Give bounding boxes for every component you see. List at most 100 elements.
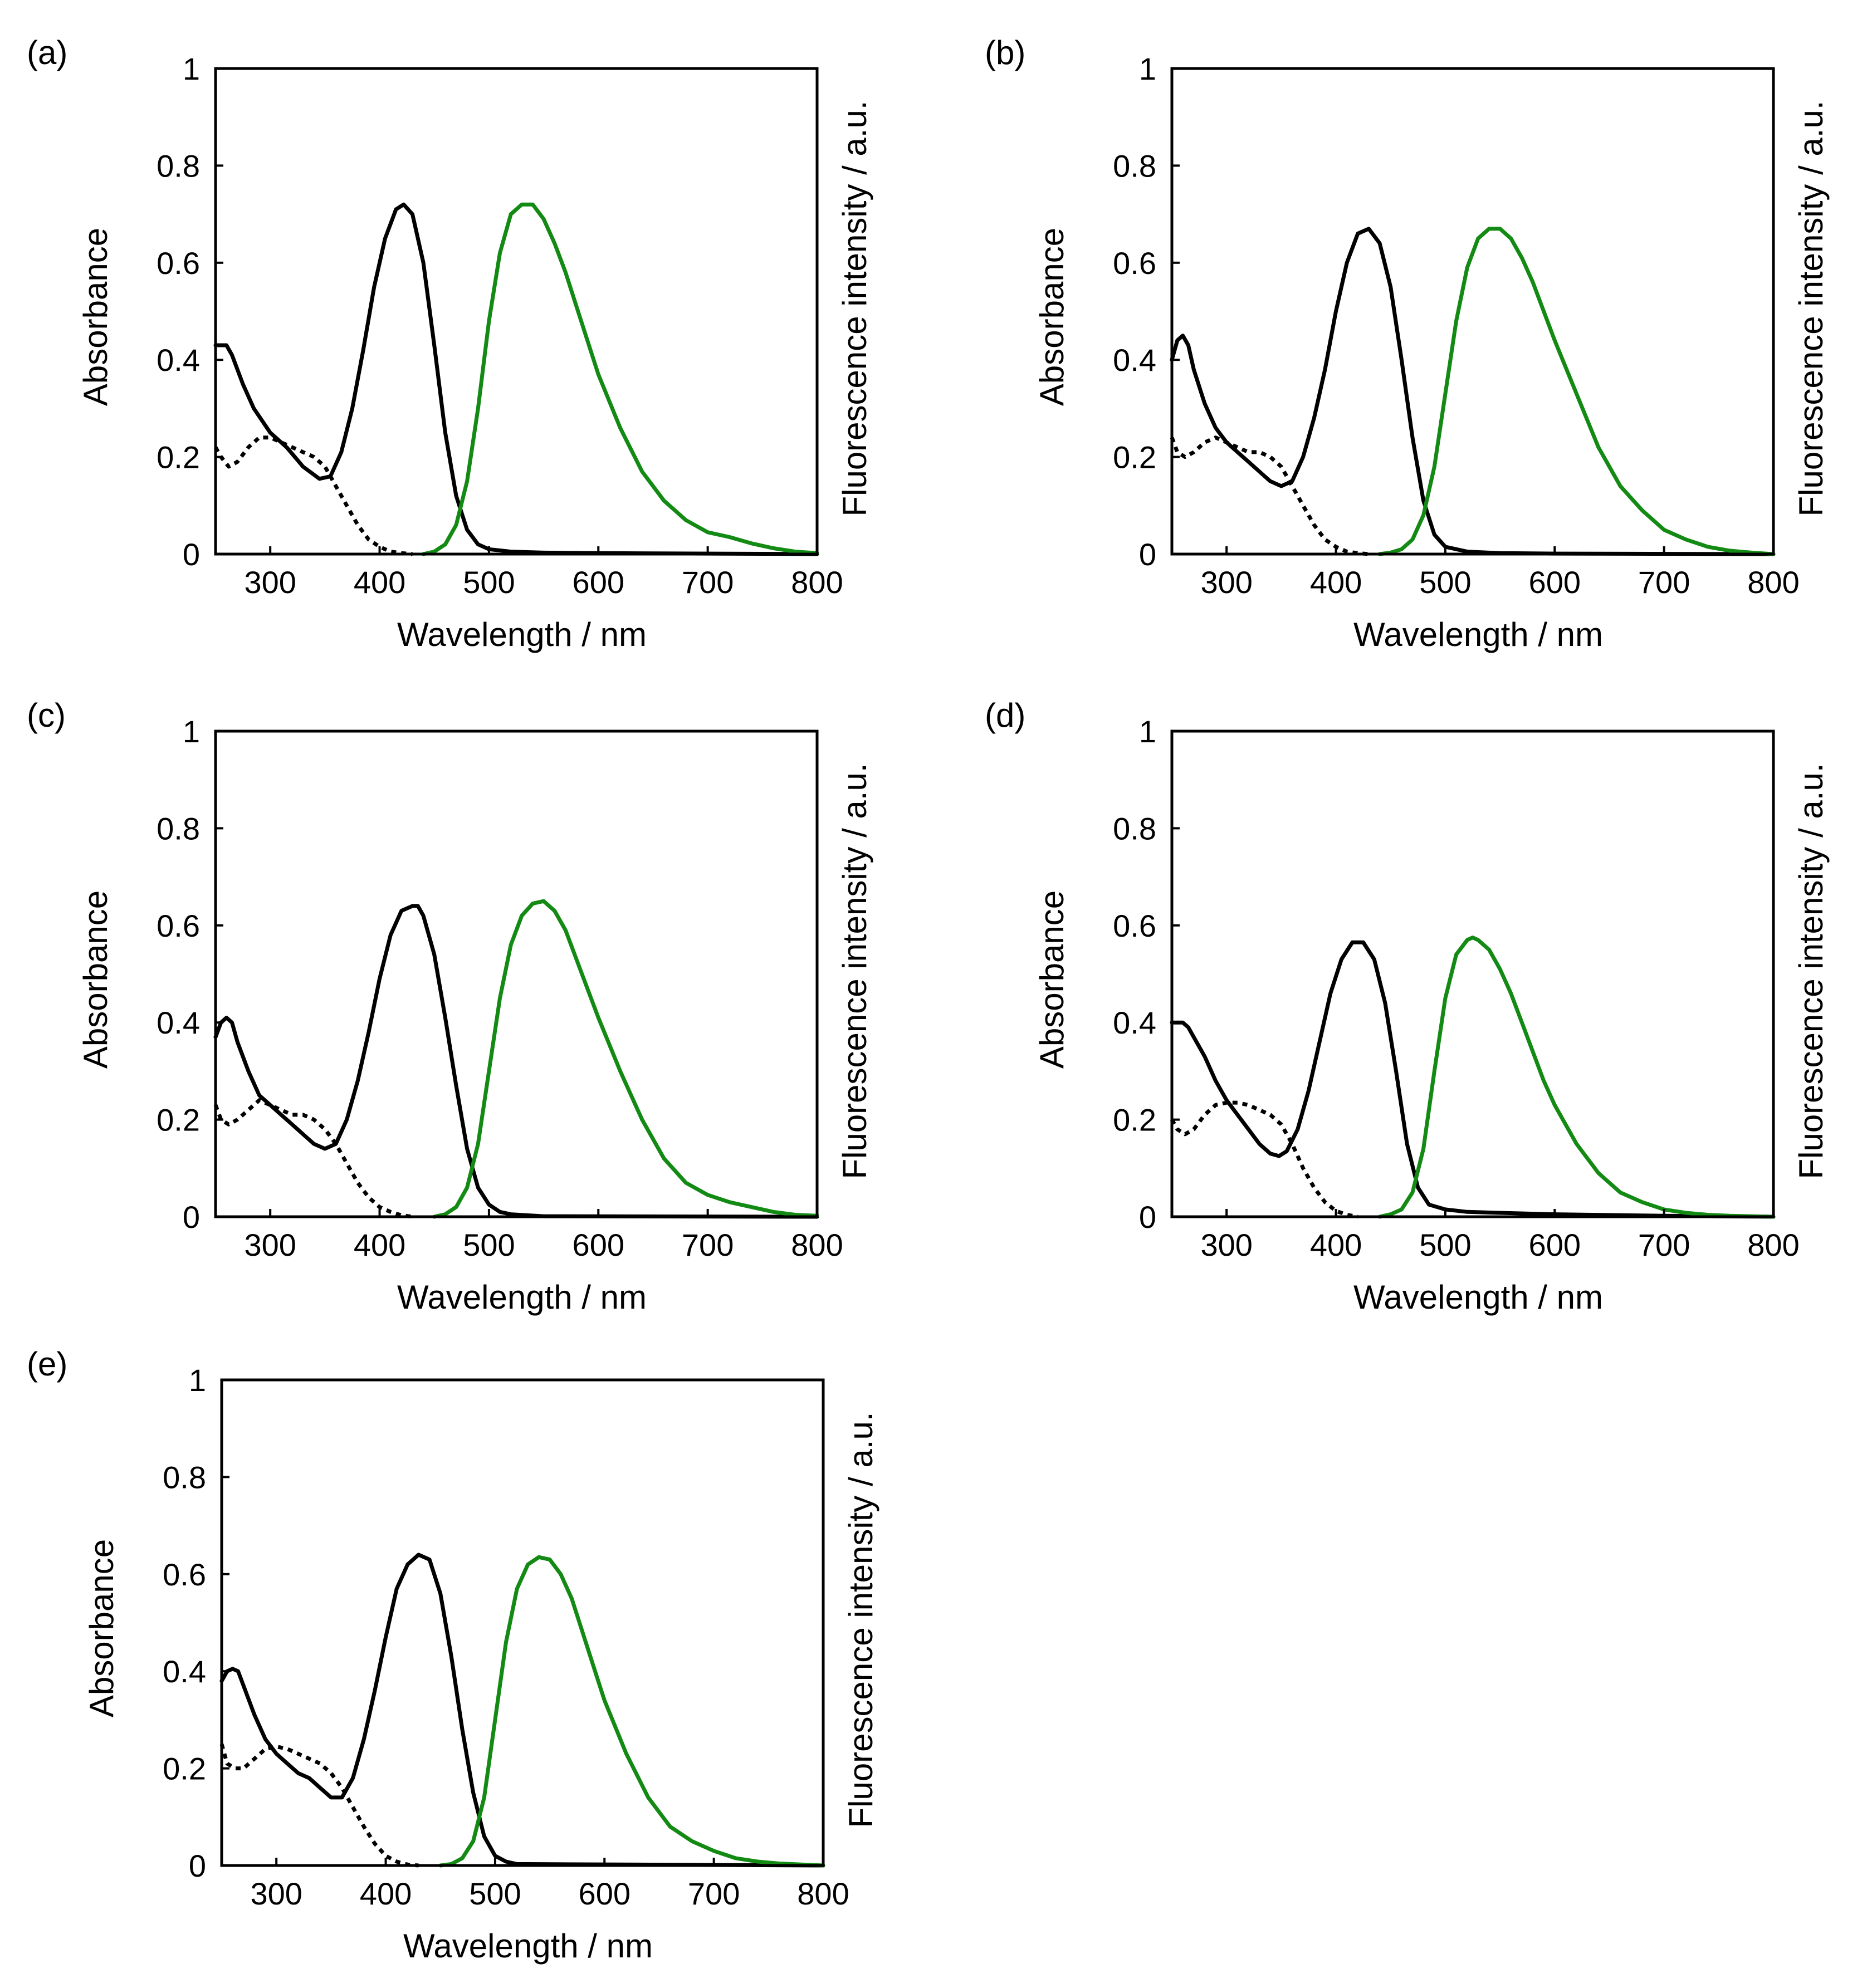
panel-label: (a)	[27, 34, 67, 71]
y-tick-label: 0	[1139, 1199, 1156, 1235]
x-tick-label: 500	[469, 1876, 521, 1911]
x-tick-label: 300	[244, 565, 296, 600]
chart-panel: (a) 0 0.2 0.4 0.6 0.8 1 300 400 500 600 700 800 Wavel…	[27, 34, 873, 653]
y-tick-label: 1	[183, 714, 200, 749]
x-tick-label: 800	[797, 1876, 849, 1911]
fluorescence-curve	[432, 899, 819, 1219]
y-tick-label: 0.4	[157, 342, 200, 378]
x-tick-label: 500	[1419, 565, 1471, 600]
y-tick-label: 0	[183, 537, 200, 572]
x-tick-label: 800	[791, 1227, 843, 1262]
y-tick-label: 0.6	[1113, 908, 1156, 943]
x-axis-title: Wavelength / nm	[403, 1927, 653, 1965]
y-tick-label: 0.4	[163, 1654, 206, 1689]
y-tick-label: 0.2	[157, 1103, 200, 1138]
x-tick-label: 600	[573, 1227, 624, 1262]
x-tick-label: 400	[354, 1227, 405, 1262]
y-tick-label: 0	[189, 1848, 206, 1883]
x-tick-label: 600	[1529, 565, 1581, 600]
x-tick-label: 500	[463, 565, 515, 600]
x-tick-label: 500	[463, 1227, 515, 1262]
y-axis-title: Absorbance	[77, 890, 114, 1069]
plot-frame	[220, 1378, 825, 1867]
y-tick-label: 0.8	[163, 1460, 206, 1495]
x-tick-label: 700	[1638, 1227, 1690, 1262]
y-tick-label: 0.6	[157, 246, 200, 281]
fluorescence-curve	[1377, 227, 1776, 556]
plot-frame	[1170, 67, 1775, 556]
y-tick-label: 0.6	[163, 1557, 206, 1592]
chart-panel: (c) 0 0.2 0.4 0.6 0.8 1 300 400 500 600 700 800 Wavel…	[27, 697, 873, 1316]
absorbance-curve	[1170, 227, 1776, 556]
right-axis-title: Fluorescence intensity / a.u.	[836, 763, 873, 1179]
excitation-curve	[213, 1098, 413, 1219]
y-tick-label: 0.4	[157, 1005, 200, 1040]
fluorescence-curve	[438, 1555, 825, 1868]
x-tick-label: 500	[1419, 1227, 1471, 1262]
panel-label: (c)	[27, 697, 66, 734]
y-tick-label: 0.6	[1113, 246, 1156, 281]
right-axis-title: Fluorescence intensity / a.u.	[1792, 763, 1830, 1179]
x-tick-label: 300	[250, 1876, 302, 1911]
excitation-curve	[219, 1744, 419, 1868]
plot-frame	[1170, 729, 1775, 1218]
y-tick-label: 1	[183, 51, 200, 86]
x-tick-label: 300	[244, 1227, 296, 1262]
x-tick-label: 400	[354, 565, 405, 600]
absorbance-curve	[213, 202, 819, 556]
y-axis-title: Absorbance	[1033, 890, 1071, 1069]
absorbance-curve	[1170, 940, 1776, 1219]
chart-panel: (e) 0 0.2 0.4 0.6 0.8 1 300 400 500 600 700 800 Wavel…	[27, 1345, 879, 1965]
x-tick-label: 700	[1638, 565, 1690, 600]
right-axis-title: Fluorescence intensity / a.u.	[1792, 100, 1830, 516]
fluorescence-curve	[421, 202, 819, 556]
y-tick-label: 1	[1139, 51, 1156, 86]
absorbance-curve	[219, 1553, 825, 1868]
x-tick-label: 800	[1747, 1227, 1799, 1262]
y-axis-title: Absorbance	[77, 228, 114, 406]
y-tick-label: 0.2	[1113, 440, 1156, 475]
plot-frame	[214, 729, 819, 1218]
y-tick-label: 0	[183, 1199, 200, 1235]
right-axis-title: Fluorescence intensity / a.u.	[842, 1412, 879, 1828]
plot-frame	[214, 67, 819, 556]
x-axis-title: Wavelength / nm	[1353, 616, 1603, 653]
y-tick-label: 0.6	[157, 908, 200, 943]
x-axis-title: Wavelength / nm	[397, 616, 647, 653]
x-tick-label: 800	[791, 565, 843, 600]
y-tick-label: 0.2	[1113, 1103, 1156, 1138]
x-tick-label: 400	[1310, 565, 1362, 600]
y-axis-title: Absorbance	[1033, 228, 1071, 406]
x-tick-label: 800	[1747, 565, 1799, 600]
x-tick-label: 600	[1529, 1227, 1581, 1262]
x-tick-label: 600	[579, 1876, 631, 1911]
panel-label: (d)	[985, 697, 1025, 734]
y-tick-label: 0.4	[1113, 1005, 1156, 1040]
x-tick-label: 600	[573, 565, 624, 600]
right-axis-title: Fluorescence intensity / a.u.	[836, 100, 873, 516]
x-axis-title: Wavelength / nm	[1353, 1279, 1603, 1316]
chart-panel: (d) 0 0.2 0.4 0.6 0.8 1 300 400 500 600 700 800 Wavel…	[985, 697, 1830, 1316]
x-tick-label: 700	[682, 565, 734, 600]
y-tick-label: 0.8	[1113, 811, 1156, 846]
y-tick-label: 0.4	[1113, 342, 1156, 378]
x-tick-label: 700	[682, 1227, 734, 1262]
x-tick-label: 400	[1310, 1227, 1362, 1262]
y-tick-label: 0.8	[1113, 148, 1156, 183]
absorbance-curve	[213, 904, 819, 1219]
excitation-curve	[1170, 435, 1369, 556]
excitation-curve	[213, 435, 413, 556]
x-tick-label: 300	[1200, 565, 1252, 600]
panel-label: (b)	[985, 34, 1025, 71]
chart-panel: (b) 0 0.2 0.4 0.6 0.8 1 300 400 500 600 700 800 Wavel…	[985, 34, 1830, 653]
y-tick-label: 1	[1139, 714, 1156, 749]
x-tick-label: 700	[688, 1876, 740, 1911]
y-tick-label: 0	[1139, 537, 1156, 572]
fluorescence-curve	[1377, 936, 1776, 1219]
y-tick-label: 1	[189, 1363, 206, 1398]
y-tick-label: 0.8	[157, 811, 200, 846]
excitation-curve	[1170, 1100, 1358, 1219]
y-tick-label: 0.2	[157, 440, 200, 475]
x-tick-label: 400	[360, 1876, 412, 1911]
